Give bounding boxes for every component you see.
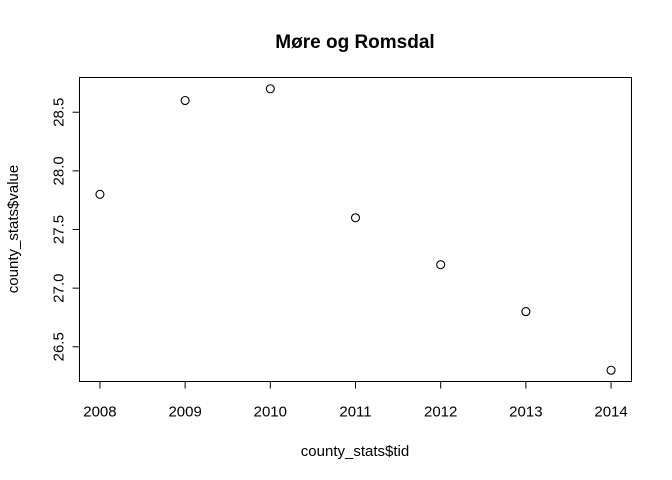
plot-frame [79,77,632,382]
y-axis-label: county_stats$value [5,165,22,293]
data-point [521,307,531,317]
y-tick-label: 27.5 [51,215,68,244]
x-axis-label: county_stats$tid [301,443,409,460]
x-tick-label: 2008 [83,404,116,421]
chart-title: Møre og Romsdal [275,32,434,53]
data-point [436,260,446,270]
x-tick-label: 2014 [594,404,627,421]
data-point [350,213,361,223]
y-tick-label: 27.0 [51,274,68,303]
x-tick-label: 2010 [254,404,287,421]
y-tick-label: 26.5 [51,332,68,361]
data-point [606,365,616,375]
y-axis: 26.5 27.0 27.5 28.0 28.5 [51,98,80,361]
data-point [265,84,275,94]
data-point [180,95,190,106]
x-tick-label: 2011 [339,404,371,421]
data-points [95,84,616,375]
x-tick-label: 2013 [509,404,542,421]
y-tick-label: 28.5 [51,98,68,127]
x-axis: 2008 2009 2010 2011 2012 2013 2014 [83,381,628,421]
data-point [95,189,105,199]
y-tick-label: 28.0 [51,156,68,185]
x-tick-label: 2012 [424,404,457,421]
x-tick-label: 2009 [168,404,201,421]
